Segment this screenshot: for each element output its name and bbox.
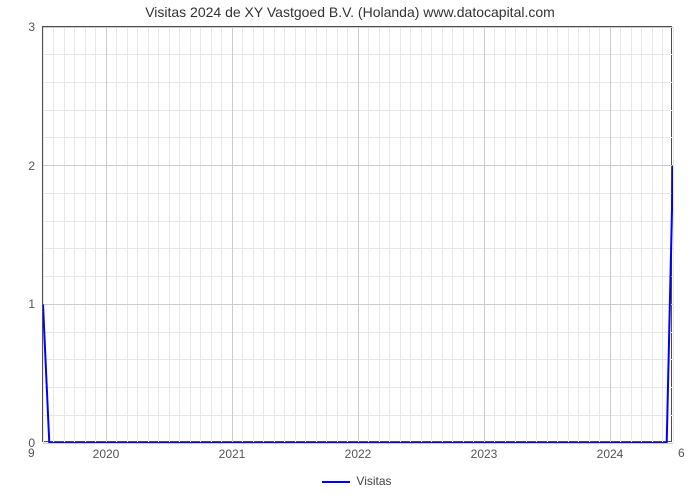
- series-line: [43, 27, 673, 443]
- y-tick-label: 3: [28, 20, 35, 34]
- chart-title: Visitas 2024 de XY Vastgoed B.V. (Holand…: [0, 4, 700, 20]
- legend-swatch: [322, 481, 350, 483]
- x-tick-label: 2021: [219, 447, 246, 461]
- corner-label-bottom-left: 9: [28, 446, 35, 460]
- x-tick-label: 2022: [345, 447, 372, 461]
- x-tick-label: 2020: [93, 447, 120, 461]
- x-tick-label: 2023: [471, 447, 498, 461]
- y-tick-label: 2: [28, 159, 35, 173]
- chart-legend: Visitas: [42, 474, 672, 488]
- y-tick-label: 1: [28, 297, 35, 311]
- x-tick-label: 2024: [597, 447, 624, 461]
- corner-label-bottom-right: 6: [678, 446, 685, 460]
- chart-plot-area: 012320202021202220232024: [42, 26, 672, 442]
- legend-label: Visitas: [356, 474, 391, 488]
